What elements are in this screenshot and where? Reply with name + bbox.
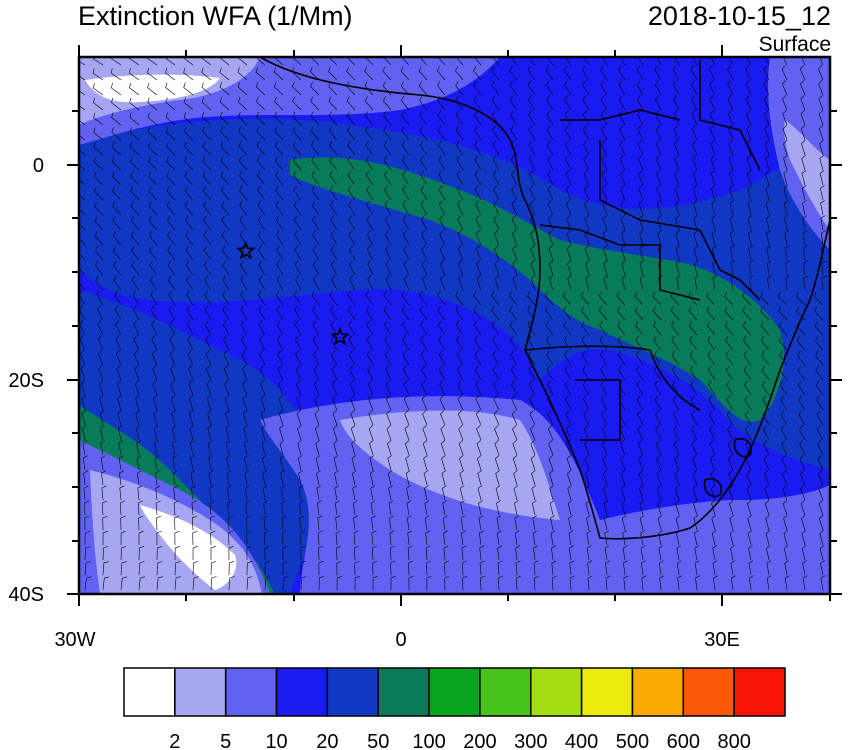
north-white: [85, 74, 220, 103]
extinction-field: [79, 57, 830, 594]
plume-band-50: [79, 118, 830, 470]
colorbar-label: 50: [367, 731, 389, 750]
map-title: Extinction WFA (1/Mm): [78, 1, 353, 31]
colorbar-swatch: [377, 667, 430, 717]
lon-label-30e: 30E: [704, 629, 740, 651]
colorbar-label: 800: [717, 731, 750, 750]
colorbar-swatch: [275, 667, 329, 717]
colorbar-label: 100: [412, 731, 445, 750]
colorbar-label: 10: [265, 731, 287, 750]
markers: [236, 240, 350, 346]
southern-ocean-lighter: [340, 410, 560, 520]
colorbar-swatch: [682, 667, 735, 717]
lon-label-0: 0: [395, 629, 406, 651]
axis-ticks: [67, 45, 842, 606]
colorbar: 2 5 10 20 50 100 200 300 400 500 600 800: [123, 667, 786, 750]
sw-atlantic-white: [140, 505, 237, 590]
colorbar-swatch: [174, 667, 227, 717]
colorbar-label: 5: [220, 731, 231, 750]
lon-label-30w: 30W: [54, 629, 95, 651]
map-datetime: 2018-10-15_12: [647, 1, 831, 31]
colorbar-swatch: [326, 667, 379, 717]
colorbar-swatch: [123, 667, 176, 717]
colorbar-label: 300: [514, 731, 547, 750]
colorbar-label: 2: [169, 731, 180, 750]
plume-band-50-b: [79, 290, 323, 594]
plume-band-100: [290, 157, 784, 422]
level-label: Surface: [758, 33, 831, 56]
colorbar-swatch: [224, 667, 278, 717]
lat-label-20s: 20S: [8, 370, 44, 392]
lat-label-0: 0: [33, 155, 44, 177]
lat-label-40s: 40S: [8, 584, 44, 606]
colorbar-swatch: [733, 667, 786, 717]
colorbar-label: 400: [565, 731, 598, 750]
colorbar-swatch: [631, 667, 685, 717]
star-marker-2: [330, 326, 350, 346]
colorbar-swatch: [580, 667, 634, 717]
colorbar-swatch: [428, 667, 481, 717]
colorbar-label: 20: [316, 731, 338, 750]
colorbar-label: 500: [616, 731, 649, 750]
colorbar-label: 600: [667, 731, 700, 750]
colorbar-label: 200: [463, 731, 496, 750]
colorbar-swatch: [530, 667, 583, 717]
star-marker-1: [236, 240, 256, 260]
east-africa-lighter: [784, 120, 830, 230]
colorbar-swatch: [479, 667, 532, 717]
coastlines: [259, 57, 830, 540]
